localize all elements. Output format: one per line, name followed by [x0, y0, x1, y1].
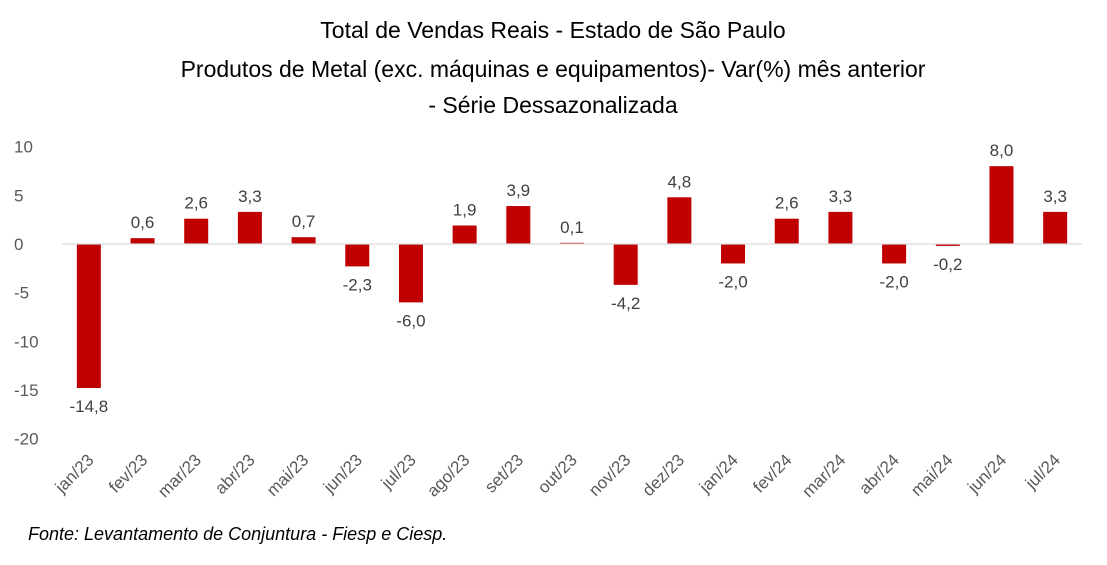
data-label: -2,0	[718, 272, 747, 291]
data-label: 3,3	[1043, 187, 1067, 206]
bar-fev-23	[130, 238, 155, 244]
bar-mar-23	[184, 218, 209, 244]
x-tick-label: jun/24	[963, 450, 1010, 497]
bar-mai-24	[935, 244, 960, 246]
x-tick-label: jan/23	[51, 450, 98, 497]
bar-jun-23	[345, 244, 370, 267]
bar-jun-24	[989, 166, 1014, 244]
chart-title-line-3: - Série Dessazonalizada	[428, 92, 678, 118]
source-footnote: Fonte: Levantamento de Conjuntura - Fies…	[28, 524, 448, 544]
x-tick-label: jul/23	[377, 450, 420, 493]
y-tick-label: -20	[14, 430, 39, 449]
x-tick-label: jun/23	[319, 450, 366, 497]
x-axis-tick-labels: jan/23 fev/23 mar/23 abr/23 mai/23 jun/23 jul/…	[51, 450, 1064, 501]
y-tick-label: -5	[14, 284, 29, 303]
data-label: -2,3	[343, 275, 372, 294]
bar-nov-23	[613, 244, 638, 285]
x-tick-label: dez/23	[639, 450, 689, 500]
data-label: 2,6	[184, 194, 208, 213]
data-label: 0,7	[292, 212, 316, 231]
data-label: -0,2	[933, 255, 962, 274]
data-label: 3,9	[506, 181, 530, 200]
bar-series	[76, 166, 1068, 389]
x-tick-label: mar/24	[798, 450, 849, 501]
x-tick-label: mai/23	[263, 450, 313, 500]
x-tick-label: abr/23	[211, 450, 259, 498]
data-label: 3,3	[238, 187, 262, 206]
x-tick-label: out/23	[534, 450, 581, 497]
y-tick-label: -10	[14, 332, 39, 351]
data-label: -2,0	[879, 272, 908, 291]
x-tick-label: jan/24	[695, 450, 742, 497]
bar-jan-23	[76, 244, 101, 389]
chart-title-line-1: Total de Vendas Reais - Estado de São Pa…	[320, 17, 785, 43]
bar-abr-24	[882, 244, 907, 264]
bar-jan-24	[721, 244, 746, 264]
x-tick-label: mai/24	[907, 450, 957, 500]
x-tick-label: nov/23	[585, 450, 635, 500]
data-label: 2,6	[775, 194, 799, 213]
data-label: -4,2	[611, 294, 640, 313]
x-tick-label: fev/24	[749, 450, 795, 496]
data-label: 1,9	[453, 201, 477, 220]
chart-title-line-2: Produtos de Metal (exc. máquinas e equip…	[181, 56, 926, 82]
bar-dez-23	[667, 197, 692, 244]
y-tick-label: 5	[14, 186, 23, 205]
x-tick-label: abr/24	[855, 450, 903, 498]
bar-ago-23	[452, 225, 477, 244]
y-axis-tick-labels: 10 5 0 -5 -10 -15 -20	[14, 138, 39, 449]
x-tick-label: fev/23	[105, 450, 151, 496]
data-label: -6,0	[396, 311, 425, 330]
data-label: -14,8	[69, 397, 108, 416]
x-tick-label: mar/23	[154, 450, 205, 501]
data-labels: -14,8 0,6 2,6 3,3 0,7 -2,3 -6,0 1,9 3,9 0,1 -4,2 4,…	[69, 141, 1067, 416]
bar-fev-24	[774, 218, 799, 244]
y-tick-label: 10	[14, 138, 33, 157]
chart-title: Total de Vendas Reais - Estado de São Pa…	[181, 17, 926, 118]
bar-abr-23	[237, 211, 262, 244]
bar-jul-23	[398, 244, 423, 303]
data-label: 0,1	[560, 218, 584, 237]
data-label: 4,8	[668, 172, 692, 191]
x-tick-label: jul/24	[1021, 450, 1064, 493]
bar-set-23	[506, 206, 531, 244]
y-tick-label: 0	[14, 235, 23, 254]
bar-jul-24	[1043, 211, 1068, 244]
x-tick-label: set/23	[481, 450, 527, 496]
data-label: 0,6	[131, 213, 155, 232]
x-tick-label: ago/23	[423, 450, 473, 500]
data-label: 8,0	[990, 141, 1014, 160]
y-tick-label: -15	[14, 381, 39, 400]
data-label: 3,3	[829, 187, 853, 206]
bar-mar-24	[828, 211, 853, 244]
bar-mai-23	[291, 237, 316, 244]
